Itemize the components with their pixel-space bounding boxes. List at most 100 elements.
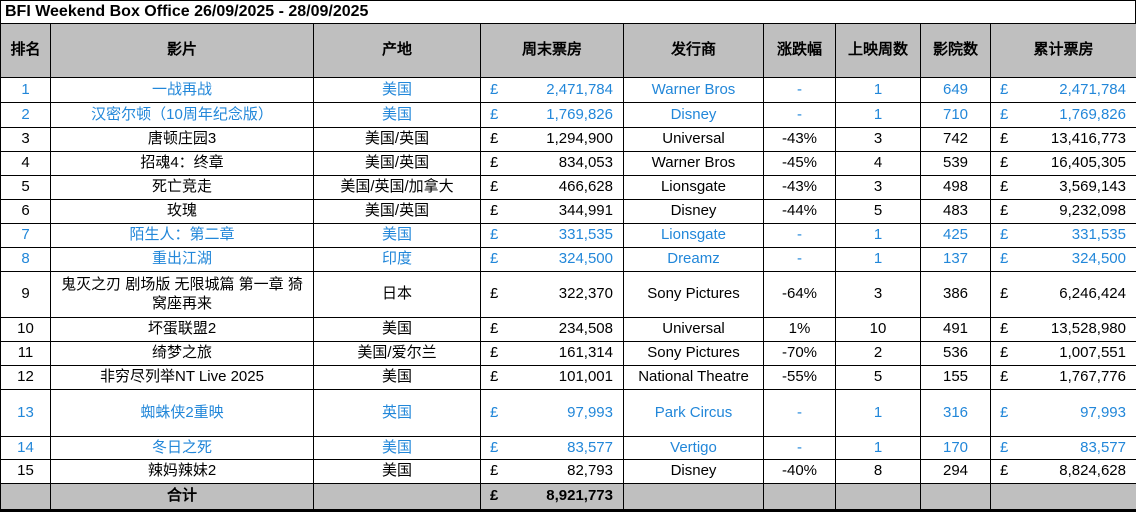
- cell-rank[interactable]: 5: [1, 176, 51, 200]
- cell-origin[interactable]: 日本: [314, 272, 481, 318]
- cell-cinema-count[interactable]: 425: [921, 224, 991, 248]
- cell-cinema-count[interactable]: 491: [921, 318, 991, 342]
- cell-rank[interactable]: 7: [1, 224, 51, 248]
- cell-weeks-on-release[interactable]: 1: [836, 390, 921, 437]
- cell-distributor[interactable]: Warner Bros: [624, 78, 764, 103]
- cell-film-title[interactable]: 辣妈辣妹2: [51, 460, 314, 484]
- cell-film-title[interactable]: 招魂4：终章: [51, 152, 314, 176]
- total-label[interactable]: 合计: [51, 484, 314, 511]
- cell-weeks-on-release[interactable]: 10: [836, 318, 921, 342]
- cell-cinema-count[interactable]: 649: [921, 78, 991, 103]
- cell-origin[interactable]: 美国: [314, 460, 481, 484]
- cell-distributor[interactable]: Disney: [624, 460, 764, 484]
- total-cell-cinemas[interactable]: [921, 484, 991, 511]
- column-header[interactable]: 产地: [314, 24, 481, 78]
- cell-weeks-on-release[interactable]: 1: [836, 248, 921, 272]
- cell-cumulative-gross[interactable]: £ 1,767,776: [991, 366, 1136, 390]
- cell-change-pct[interactable]: -70%: [764, 342, 836, 366]
- cell-cumulative-gross[interactable]: £ 83,577: [991, 437, 1136, 460]
- cell-film-title[interactable]: 玫瑰: [51, 200, 314, 224]
- cell-origin[interactable]: 英国: [314, 390, 481, 437]
- cell-rank[interactable]: 8: [1, 248, 51, 272]
- cell-origin[interactable]: 美国/英国/加拿大: [314, 176, 481, 200]
- cell-film-title[interactable]: 唐顿庄园3: [51, 128, 314, 152]
- cell-rank[interactable]: 6: [1, 200, 51, 224]
- cell-rank[interactable]: 10: [1, 318, 51, 342]
- cell-film-title[interactable]: 鬼灭之刃 剧场版 无限城篇 第一章 猗窝座再来: [51, 272, 314, 318]
- cell-weekend-gross[interactable]: £ 466,628: [481, 176, 624, 200]
- cell-change-pct[interactable]: 1%: [764, 318, 836, 342]
- cell-film-title[interactable]: 一战再战: [51, 78, 314, 103]
- cell-cinema-count[interactable]: 710: [921, 103, 991, 128]
- cell-origin[interactable]: 美国/爱尔兰: [314, 342, 481, 366]
- cell-origin[interactable]: 印度: [314, 248, 481, 272]
- cell-weeks-on-release[interactable]: 4: [836, 152, 921, 176]
- cell-cumulative-gross[interactable]: £ 1,007,551: [991, 342, 1136, 366]
- total-cell-change[interactable]: [764, 484, 836, 511]
- cell-cumulative-gross[interactable]: £ 324,500: [991, 248, 1136, 272]
- cell-distributor[interactable]: Universal: [624, 318, 764, 342]
- cell-distributor[interactable]: Disney: [624, 103, 764, 128]
- cell-film-title[interactable]: 重出江湖: [51, 248, 314, 272]
- cell-cinema-count[interactable]: 483: [921, 200, 991, 224]
- cell-change-pct[interactable]: -: [764, 248, 836, 272]
- cell-film-title[interactable]: 非穷尽列举NT Live 2025: [51, 366, 314, 390]
- cell-weeks-on-release[interactable]: 3: [836, 272, 921, 318]
- cell-rank[interactable]: 3: [1, 128, 51, 152]
- cell-cinema-count[interactable]: 155: [921, 366, 991, 390]
- cell-change-pct[interactable]: -45%: [764, 152, 836, 176]
- cell-rank[interactable]: 2: [1, 103, 51, 128]
- cell-weeks-on-release[interactable]: 8: [836, 460, 921, 484]
- cell-cinema-count[interactable]: 539: [921, 152, 991, 176]
- cell-origin[interactable]: 美国: [314, 78, 481, 103]
- cell-distributor[interactable]: Disney: [624, 200, 764, 224]
- cell-weekend-gross[interactable]: £ 344,991: [481, 200, 624, 224]
- cell-film-title[interactable]: 死亡竞走: [51, 176, 314, 200]
- cell-weeks-on-release[interactable]: 2: [836, 342, 921, 366]
- cell-rank[interactable]: 4: [1, 152, 51, 176]
- total-cell-distributor[interactable]: [624, 484, 764, 511]
- cell-distributor[interactable]: Lionsgate: [624, 224, 764, 248]
- column-header[interactable]: 累计票房: [991, 24, 1136, 78]
- cell-weeks-on-release[interactable]: 5: [836, 366, 921, 390]
- cell-change-pct[interactable]: -55%: [764, 366, 836, 390]
- column-header[interactable]: 影院数: [921, 24, 991, 78]
- cell-rank[interactable]: 15: [1, 460, 51, 484]
- cell-film-title[interactable]: 绮梦之旅: [51, 342, 314, 366]
- cell-change-pct[interactable]: -43%: [764, 128, 836, 152]
- cell-distributor[interactable]: National Theatre: [624, 366, 764, 390]
- cell-weekend-gross[interactable]: £ 101,001: [481, 366, 624, 390]
- cell-rank[interactable]: 13: [1, 390, 51, 437]
- cell-weekend-gross[interactable]: £ 324,500: [481, 248, 624, 272]
- cell-weekend-gross[interactable]: £ 82,793: [481, 460, 624, 484]
- cell-change-pct[interactable]: -44%: [764, 200, 836, 224]
- cell-weekend-gross[interactable]: £ 322,370: [481, 272, 624, 318]
- cell-cumulative-gross[interactable]: £ 2,471,784: [991, 78, 1136, 103]
- cell-weekend-gross[interactable]: £ 161,314: [481, 342, 624, 366]
- cell-weeks-on-release[interactable]: 1: [836, 78, 921, 103]
- cell-weeks-on-release[interactable]: 1: [836, 224, 921, 248]
- cell-rank[interactable]: 14: [1, 437, 51, 460]
- cell-cumulative-gross[interactable]: £ 1,769,826: [991, 103, 1136, 128]
- cell-distributor[interactable]: Sony Pictures: [624, 272, 764, 318]
- column-header[interactable]: 涨跌幅: [764, 24, 836, 78]
- cell-rank[interactable]: 12: [1, 366, 51, 390]
- cell-change-pct[interactable]: -: [764, 390, 836, 437]
- cell-cumulative-gross[interactable]: £ 331,535: [991, 224, 1136, 248]
- cell-change-pct[interactable]: -: [764, 78, 836, 103]
- cell-change-pct[interactable]: -: [764, 103, 836, 128]
- cell-distributor[interactable]: Dreamz: [624, 248, 764, 272]
- cell-weekend-gross[interactable]: £ 331,535: [481, 224, 624, 248]
- cell-cumulative-gross[interactable]: £ 16,405,305: [991, 152, 1136, 176]
- cell-distributor[interactable]: Warner Bros: [624, 152, 764, 176]
- column-header[interactable]: 影片: [51, 24, 314, 78]
- column-header[interactable]: 发行商: [624, 24, 764, 78]
- cell-weeks-on-release[interactable]: 3: [836, 176, 921, 200]
- cell-origin[interactable]: 美国/英国: [314, 128, 481, 152]
- cell-change-pct[interactable]: -64%: [764, 272, 836, 318]
- cell-change-pct[interactable]: -: [764, 437, 836, 460]
- column-header[interactable]: 周末票房: [481, 24, 624, 78]
- cell-cinema-count[interactable]: 170: [921, 437, 991, 460]
- total-cell-cumulative-gross[interactable]: [991, 484, 1136, 511]
- cell-distributor[interactable]: Vertigo: [624, 437, 764, 460]
